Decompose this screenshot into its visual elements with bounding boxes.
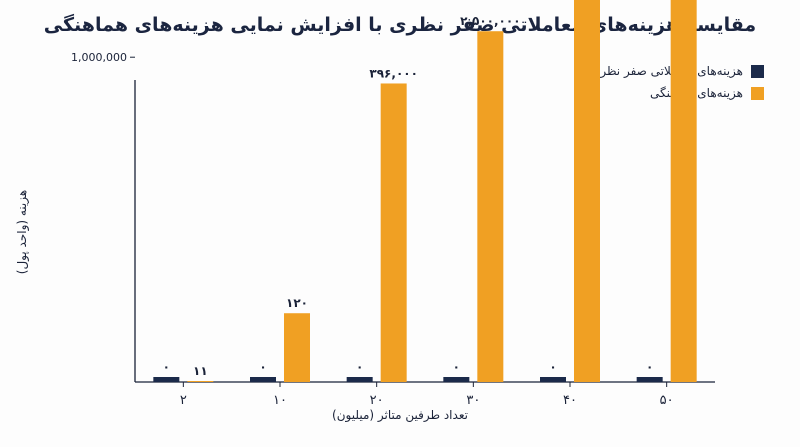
y-axis-label: هزینه (واحد پول) — [15, 189, 29, 275]
bar-transaction — [346, 377, 373, 382]
x-axis-label: تعداد طرفین متاثر (میلیون) — [332, 408, 468, 422]
y-tick-label: 1,000,000 — [71, 51, 127, 64]
data-label: ۰ — [163, 360, 170, 374]
bar-transaction — [153, 377, 180, 382]
x-tick-label: ۴۰ — [563, 393, 577, 408]
data-label: ۰ — [549, 360, 556, 374]
data-label: ۰ — [356, 360, 363, 374]
bar-coordination — [284, 313, 310, 382]
bar-transaction — [250, 377, 276, 382]
x-tick-label: ۵۰ — [660, 393, 674, 408]
data-label: ۳۹۶,۰۰۰ — [369, 66, 418, 80]
legend-label-transaction: هزینه‌های معاملاتی صفر نظری — [590, 64, 743, 78]
x-tick-label: ۳۰ — [466, 393, 480, 408]
bar-transaction — [636, 377, 663, 382]
x-tick-label: ۲۰ — [370, 393, 384, 408]
bar-coordination — [187, 380, 214, 382]
legend-item-transaction: هزینه‌های معاملاتی صفر نظری — [591, 60, 764, 82]
data-label: ۰ — [259, 360, 266, 374]
legend-swatch-transaction — [751, 64, 764, 78]
data-label: ۰ — [453, 360, 460, 374]
data-label: ۱۲۰ — [286, 296, 308, 310]
x-tick-label: ۲ — [180, 393, 187, 408]
bar-transaction — [443, 377, 470, 382]
data-label: ۱۱ — [193, 364, 208, 378]
x-tick-label: ۱۰ — [273, 393, 287, 408]
bar-coordination — [574, 0, 600, 382]
legend-swatch-coordination — [751, 86, 764, 100]
data-label: ۰ — [646, 360, 653, 374]
bar-coordination — [477, 31, 504, 383]
data-label: ۲,۵۰۰,۰۰۰ — [460, 14, 520, 28]
bar-coordination — [670, 0, 697, 383]
bar-coordination — [380, 83, 407, 382]
bar-transaction — [540, 377, 566, 382]
